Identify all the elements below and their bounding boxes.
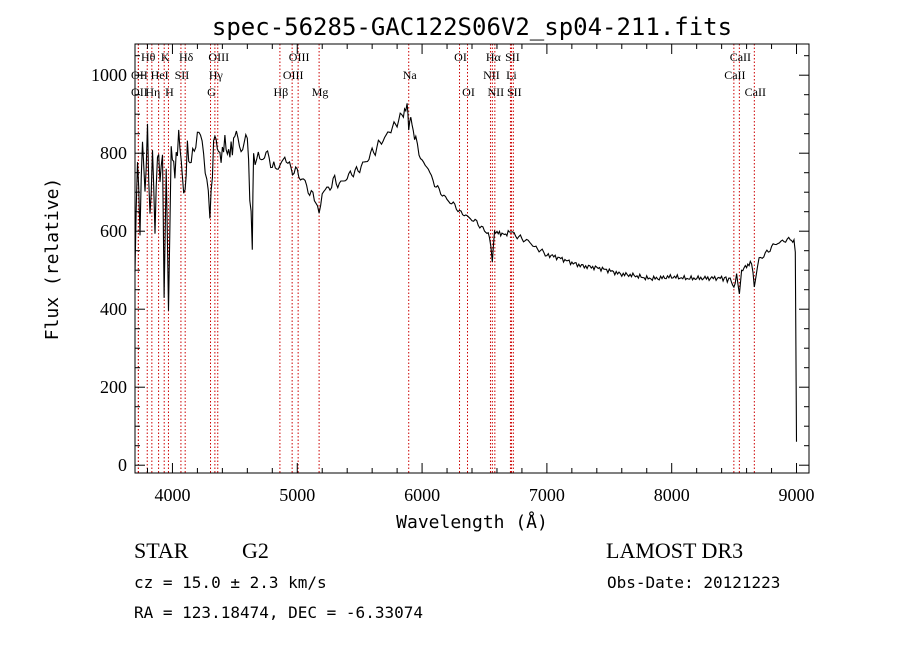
plot-frame	[134, 43, 810, 474]
spectrum-line	[134, 103, 798, 442]
survey-name: LAMOST DR3	[606, 538, 744, 563]
y-tick-label: 200	[100, 377, 127, 397]
chart-title: spec-56285-GAC122S06V2_sp04-211.fits	[212, 13, 732, 41]
line-label-21: NII	[488, 85, 505, 99]
line-label-27: CaII	[745, 85, 766, 99]
line-label-11: G	[207, 85, 216, 99]
line-label-4: HeI	[151, 68, 169, 82]
line-label-24: SII	[507, 85, 522, 99]
line-label-18: OI	[462, 85, 475, 99]
y-axis-ticks: 0 200 400 600 800 1000	[91, 55, 809, 475]
y-tick-label: 400	[100, 299, 127, 319]
line-label-13: OIII	[283, 68, 304, 82]
line-label-12: Hβ	[274, 85, 289, 99]
y-tick-label: 1000	[91, 65, 127, 85]
y-tick-label: 800	[100, 143, 127, 163]
line-label-22: SII	[505, 50, 520, 64]
x-tick-label: 5000	[279, 485, 315, 505]
line-label-26: CaII	[724, 68, 745, 82]
line-label-20: NII	[483, 68, 500, 82]
x-tick-label: 7000	[529, 485, 565, 505]
line-label-10: Hγ	[209, 68, 224, 82]
line-label-16: Na	[403, 68, 418, 82]
line-label-25: CaII	[730, 50, 751, 64]
x-tick-label: 6000	[404, 485, 440, 505]
observation-date: Obs-Date: 20121223	[607, 573, 781, 592]
line-label-5: K	[161, 50, 170, 64]
ra-dec-coordinates: RA = 123.18474, DEC = -6.33074	[134, 603, 423, 622]
x-tick-label: 9000	[779, 485, 815, 505]
line-label-7: H	[165, 85, 174, 99]
line-label-15: Mg	[312, 85, 329, 99]
line-label-17: OI	[454, 50, 467, 64]
object-subclass: G2	[242, 538, 269, 563]
y-tick-label: 600	[100, 221, 127, 241]
line-label-19: Hα	[486, 50, 502, 64]
line-label-9: OIII	[208, 50, 229, 64]
x-tick-label: 4000	[154, 485, 190, 505]
spectrum-chart: spec-56285-GAC122S06V2_sp04-211.fits Hθ O…	[42, 13, 815, 533]
spectral-line-markers	[137, 44, 755, 473]
x-axis-ticks: 4000 5000 6000 7000 8000 9000	[146, 44, 815, 505]
x-tick-label: 8000	[654, 485, 690, 505]
object-class: STAR	[134, 538, 189, 563]
x-axis-label: Wavelength (Å)	[396, 511, 548, 533]
y-axis-label: Flux (relative)	[42, 178, 63, 341]
line-label-23: Li	[506, 68, 517, 82]
line-label-8: Hδ	[179, 50, 194, 64]
line-label-6: SII	[175, 68, 190, 82]
y-tick-label: 0	[118, 455, 127, 475]
line-label-0: Hθ	[141, 50, 156, 64]
line-label-3: Hη	[145, 85, 160, 99]
redshift-velocity: cz = 15.0 ± 2.3 km/s	[134, 573, 327, 592]
line-label-14: OIII	[289, 50, 310, 64]
